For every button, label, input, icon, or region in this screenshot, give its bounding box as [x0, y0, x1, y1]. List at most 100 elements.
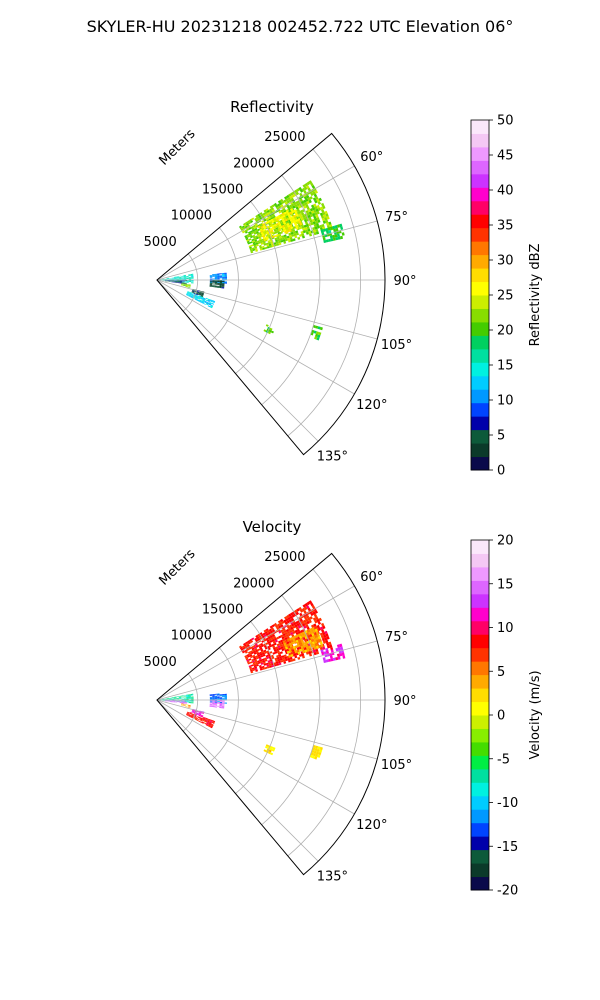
colorbar-swatch-10	[471, 741, 489, 756]
echo-mid-echo-purple	[209, 700, 225, 709]
colorbar-swatch-4	[471, 402, 489, 417]
azimuth-spoke-120	[156, 279, 355, 395]
colorbar-swatch-8	[471, 768, 489, 783]
colorbar-swatch-6	[471, 375, 489, 390]
azimuth-tick-label-120: 120°	[356, 818, 387, 833]
colorbar-swatch-25	[471, 540, 489, 554]
azimuth-spoke-135	[156, 699, 319, 862]
colorbar-swatch-21	[471, 593, 489, 608]
colorbar-swatch-21	[471, 173, 489, 188]
colorbar-velocity: -20 -15 -10 -5 0 5 10 15 20 Velocity (m/s)	[470, 534, 543, 899]
colorbar-swatch-5	[471, 389, 489, 404]
colorbar-swatch-0	[471, 456, 489, 471]
azimuth-tick-label-60: 60°	[360, 150, 383, 165]
colorbar-swatch-3	[471, 416, 489, 431]
colorbar-swatch-5	[471, 809, 489, 824]
colorbar-tick-label-10: 10	[497, 621, 514, 636]
range-tick-label-25000: 25000	[264, 130, 305, 145]
range-tick-label-20000: 20000	[233, 156, 274, 171]
grid-layer-reflectivity	[156, 132, 386, 456]
range-tick-label-5000: 5000	[144, 655, 177, 670]
colorbar-swatch-11	[471, 308, 489, 323]
colorbar-swatch-19	[471, 200, 489, 215]
azimuth-tick-label-90: 90°	[393, 274, 416, 289]
reflectivity-panel: Reflectivity Meters 60° 75° 90° 105° 120° 135…	[144, 98, 543, 479]
azimuth-tick-label-75: 75°	[385, 630, 408, 645]
colorbar-tick-label-15: 15	[497, 577, 514, 592]
echo-scatter-1	[186, 711, 216, 729]
colorbar-swatch-7	[471, 782, 489, 797]
range-ring-10000	[209, 647, 239, 763]
colorbar-swatch-17	[471, 227, 489, 242]
azimuth-spoke-75	[156, 640, 378, 701]
echo-main-storm-core	[257, 208, 303, 242]
colorbar-swatch-1	[471, 863, 489, 878]
colorbar-swatch-9	[471, 335, 489, 350]
colorbar-tick-label-40: 40	[497, 184, 514, 199]
colorbar-tick-label--15: -15	[497, 840, 518, 855]
sector-outline	[156, 552, 386, 876]
colorbar-tick-label-5: 5	[497, 429, 505, 444]
panel-title-reflectivity: Reflectivity	[230, 98, 314, 116]
colorbar-swatch-13	[471, 701, 489, 716]
colorbar-swatch-17	[471, 647, 489, 662]
azimuth-tick-label-120: 120°	[356, 398, 387, 413]
azimuth-tick-label-90: 90°	[393, 694, 416, 709]
range-tick-label-25000: 25000	[264, 550, 305, 565]
colorbar-swatch-1	[471, 443, 489, 458]
echo-scatter-4	[263, 744, 276, 756]
azimuth-spoke-120	[156, 699, 355, 815]
velocity-panel: Velocity Meters 60° 75° 90° 105° 120° 135° 500…	[144, 518, 543, 899]
colorbar-swatch-11	[471, 728, 489, 743]
radial-unit-label-velocity: Meters	[157, 546, 199, 588]
range-ring-25000	[287, 568, 361, 857]
colorbar-swatch-4	[471, 822, 489, 837]
echo-storm-tail	[320, 643, 346, 663]
colorbar-label: Reflectivity dBZ	[528, 244, 543, 347]
echo-storm-tail	[320, 223, 345, 243]
colorbar-swatch-16	[471, 661, 489, 676]
colorbar-swatch-6	[471, 795, 489, 810]
colorbar-swatch-25	[471, 120, 489, 134]
range-ring-15000	[235, 621, 280, 794]
colorbar-tick-label--5: -5	[497, 752, 510, 767]
colorbar-swatch-22	[471, 580, 489, 595]
range-tick-label-15000: 15000	[202, 183, 243, 198]
colorbar-tick-label--10: -10	[497, 796, 518, 811]
colorbar-swatch-20	[471, 187, 489, 202]
colorbar-tick-label-15: 15	[497, 359, 514, 374]
colorbar-tick-label-50: 50	[497, 114, 514, 129]
colorbar-swatch-2	[471, 849, 489, 864]
colorbar-swatch-14	[471, 268, 489, 283]
colorbar-label: Velocity (m/s)	[528, 670, 543, 759]
tick-labels-velocity: 60° 75° 90° 105° 120° 135° 5000 10000 15000 20000…	[144, 550, 417, 884]
colorbar-tick-label-35: 35	[497, 219, 514, 234]
colorbar-swatch-23	[471, 146, 489, 161]
range-tick-label-15000: 15000	[202, 603, 243, 618]
echo-scatter-3	[310, 324, 323, 341]
colorbar-swatch-19	[471, 620, 489, 635]
colorbar-reflectivity: 0 5 10 15 20 25 30 35 40 45 50 Reflectivity dBZ	[470, 114, 543, 479]
colorbar-swatch-15	[471, 674, 489, 689]
colorbar-swatch-18	[471, 214, 489, 229]
colorbar-swatch-8	[471, 348, 489, 363]
azimuth-tick-label-60: 60°	[360, 570, 383, 585]
range-ring-10000	[209, 227, 239, 343]
range-tick-label-20000: 20000	[233, 576, 274, 591]
echo-main-storm	[239, 180, 334, 254]
range-ring-25000	[287, 148, 361, 437]
grid-layer-velocity	[156, 552, 386, 876]
colorbar-swatch-15	[471, 254, 489, 269]
echo-layer-reflectivity	[159, 180, 345, 341]
colorbar-tick-label-0: 0	[497, 464, 505, 479]
colorbar-swatch-7	[471, 362, 489, 377]
azimuth-spoke-135	[156, 279, 319, 442]
tick-labels-reflectivity: 60° 75° 90° 105° 120° 135° 5000 10000 15000 20000…	[144, 130, 417, 464]
azimuth-spoke-75	[156, 220, 378, 281]
azimuth-spoke-60	[156, 585, 355, 701]
echo-main-storm-yellow	[282, 627, 324, 658]
colorbar-tick-label-30: 30	[497, 254, 514, 269]
radial-unit-label-reflectivity: Meters	[157, 126, 199, 168]
colorbar-tick-label-25: 25	[497, 289, 514, 304]
